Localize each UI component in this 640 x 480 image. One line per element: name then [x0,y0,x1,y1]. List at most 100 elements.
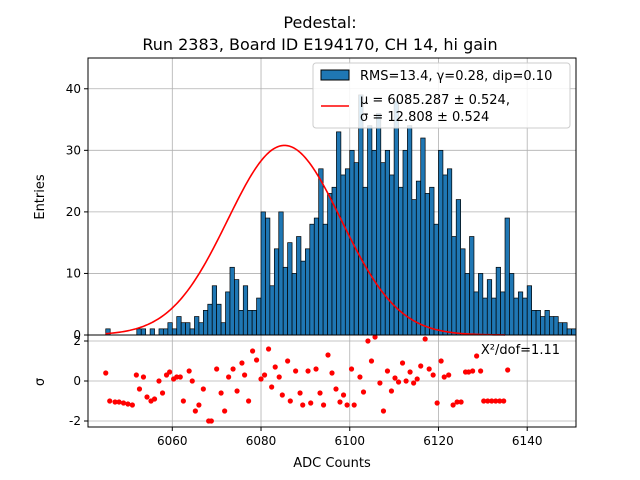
residual-point [317,390,323,396]
residual-point [466,369,472,375]
histogram-bar [287,242,293,336]
x-tick-label-6080: 6080 [246,434,277,448]
residual-point [351,402,357,408]
residual-point [454,399,460,405]
residual-point [441,374,447,380]
histogram-bar [424,193,430,336]
histogram-bar [535,310,541,336]
residual-point [297,390,303,396]
histogram-bar [140,328,147,336]
chart-title-line2: Run 2383, Board ID E194170, CH 14, hi ga… [142,35,497,54]
residual-points [103,334,511,424]
histogram-bar [136,328,142,336]
residual-point [411,380,417,386]
top-y-tick-label-10: 10 [66,266,81,280]
residual-point [230,366,236,372]
legend-hist-label: RMS=13.4, γ=0.28, dip=0.10 [360,69,552,84]
histogram-bar [291,273,297,336]
residual-point [426,366,432,372]
x-axis-label: ADC Counts [293,456,371,471]
residual-point [276,374,282,380]
residual-point [177,374,183,380]
histogram-bar [544,310,550,336]
histogram-bar [171,328,178,336]
histogram-bar [273,248,280,336]
histogram-bar [163,328,169,336]
residual-point [189,378,195,384]
histogram-bar [198,322,204,336]
histogram-bar [500,291,506,336]
residual-point [218,390,224,396]
histogram-bar [340,174,346,336]
x-tick-label-6060: 6060 [157,434,188,448]
bottom-y-tick-label-0: 0 [73,374,81,388]
histogram-bar [549,316,555,336]
residual-point [481,398,487,404]
bottom-y-tick-label--2: -2 [69,414,81,428]
residual-point [196,402,202,408]
histogram-bar [225,291,231,336]
histogram-bar [455,199,462,336]
residual-point [458,399,464,405]
histogram-bar [180,322,186,336]
residual-point [242,372,248,378]
histogram-bar [553,316,559,336]
histogram-bar [407,125,413,336]
residual-point [438,358,444,364]
residual-point [333,386,339,392]
histogram-bar [371,149,377,336]
histogram-bar [189,328,195,336]
histogram-bar [362,186,368,336]
x-tick-label-6140: 6140 [512,434,543,448]
residual-point [222,408,228,414]
residual-point [414,376,420,382]
residual-point [287,398,293,404]
residual-point [422,336,428,342]
histogram-bar [469,236,475,336]
residual-point [368,358,375,364]
histogram-bar [429,186,435,336]
residual-point [249,348,256,354]
histogram-bar [562,322,568,336]
residual-point [340,392,347,398]
histogram-bar [211,285,218,336]
residual-point [272,364,278,370]
residual-point [305,368,311,374]
histogram-bar [336,131,342,336]
residual-point [497,398,503,404]
histogram-bar [194,316,200,336]
histogram-bar [420,137,426,336]
x-tick-label-6120: 6120 [423,434,454,448]
histogram-bar [433,223,439,336]
histogram-bar [389,174,395,336]
histogram-bar [242,285,249,336]
residual-point [329,370,335,376]
residual-point [434,400,440,406]
histogram-bar [504,217,510,336]
histogram-bar [460,248,466,336]
residual-point [392,375,398,381]
histogram-bar [473,291,479,336]
histogram-bar [509,273,515,336]
residual-point [407,369,413,375]
residual-point [120,400,127,406]
residual-point [300,402,306,408]
residual-point [418,363,424,369]
residual-point [348,366,355,372]
histogram-bar [380,162,386,336]
histogram-bar [167,322,173,336]
residual-point [365,338,371,344]
residual-point [279,392,285,398]
histogram-bar [300,260,306,336]
residual-point [325,352,331,358]
residual-point [258,376,264,382]
histogram-bar [176,316,182,336]
residual-point [239,360,245,366]
histogram-bar [486,279,493,336]
histogram-bar [495,266,501,336]
histogram-bar [251,310,257,336]
residual-point [501,398,507,404]
residual-point [357,374,363,380]
histogram-bar [491,297,497,336]
